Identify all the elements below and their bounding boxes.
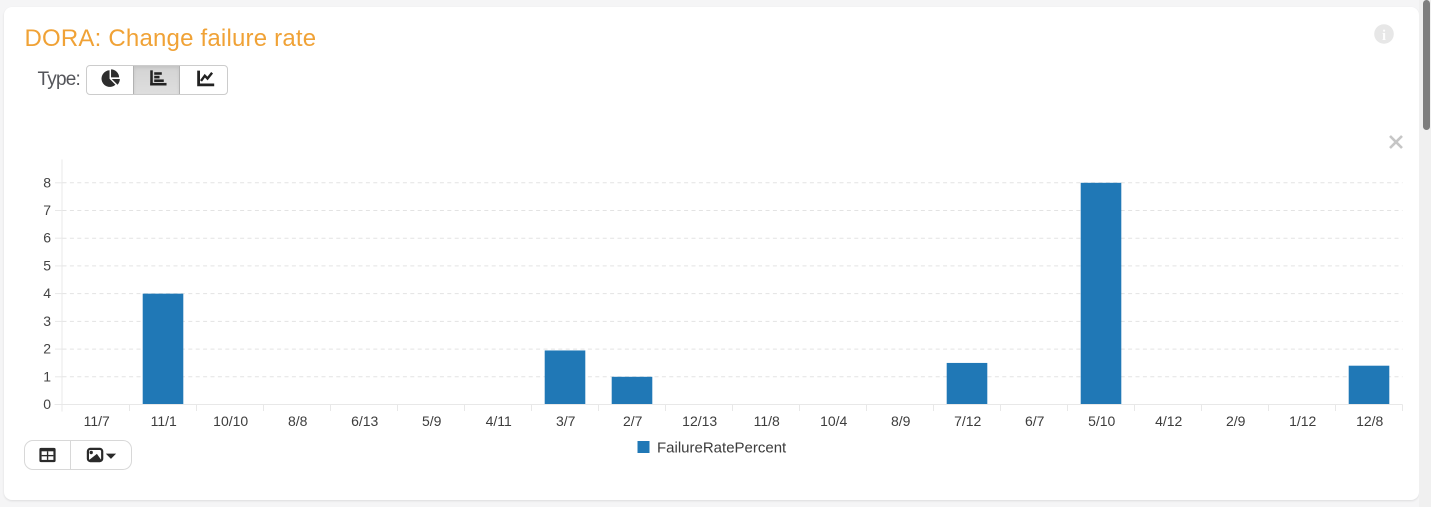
svg-text:1/12: 1/12 (1289, 413, 1316, 429)
svg-text:2/7: 2/7 (623, 413, 643, 429)
svg-text:7/12: 7/12 (954, 413, 981, 429)
svg-text:6: 6 (43, 230, 51, 246)
svg-text:10/10: 10/10 (213, 413, 248, 429)
svg-text:0: 0 (43, 396, 51, 412)
svg-text:4/12: 4/12 (1155, 413, 1182, 429)
svg-text:i: i (1382, 28, 1386, 44)
svg-text:11/7: 11/7 (84, 413, 110, 429)
svg-text:10/4: 10/4 (820, 413, 847, 429)
svg-text:11/1: 11/1 (151, 413, 177, 429)
svg-text:FailureRatePercent: FailureRatePercent (657, 440, 787, 457)
svg-text:7: 7 (43, 202, 51, 218)
svg-text:12/8: 12/8 (1356, 413, 1383, 429)
svg-text:5/10: 5/10 (1088, 413, 1115, 429)
svg-text:8: 8 (43, 174, 51, 190)
svg-text:2: 2 (43, 341, 51, 357)
svg-text:2/9: 2/9 (1226, 413, 1246, 429)
svg-text:6/13: 6/13 (351, 413, 378, 429)
svg-text:3: 3 (43, 313, 51, 329)
svg-text:5/9: 5/9 (422, 413, 442, 429)
svg-text:3/7: 3/7 (556, 413, 576, 429)
svg-text:12/13: 12/13 (682, 413, 717, 429)
svg-text:4/11: 4/11 (486, 413, 512, 429)
svg-text:8/8: 8/8 (288, 413, 308, 429)
svg-text:6/7: 6/7 (1025, 413, 1045, 429)
svg-text:11/8: 11/8 (754, 413, 780, 429)
svg-text:4: 4 (43, 285, 51, 301)
svg-text:5: 5 (43, 257, 51, 273)
svg-text:1: 1 (43, 368, 51, 384)
svg-text:8/9: 8/9 (891, 413, 911, 429)
